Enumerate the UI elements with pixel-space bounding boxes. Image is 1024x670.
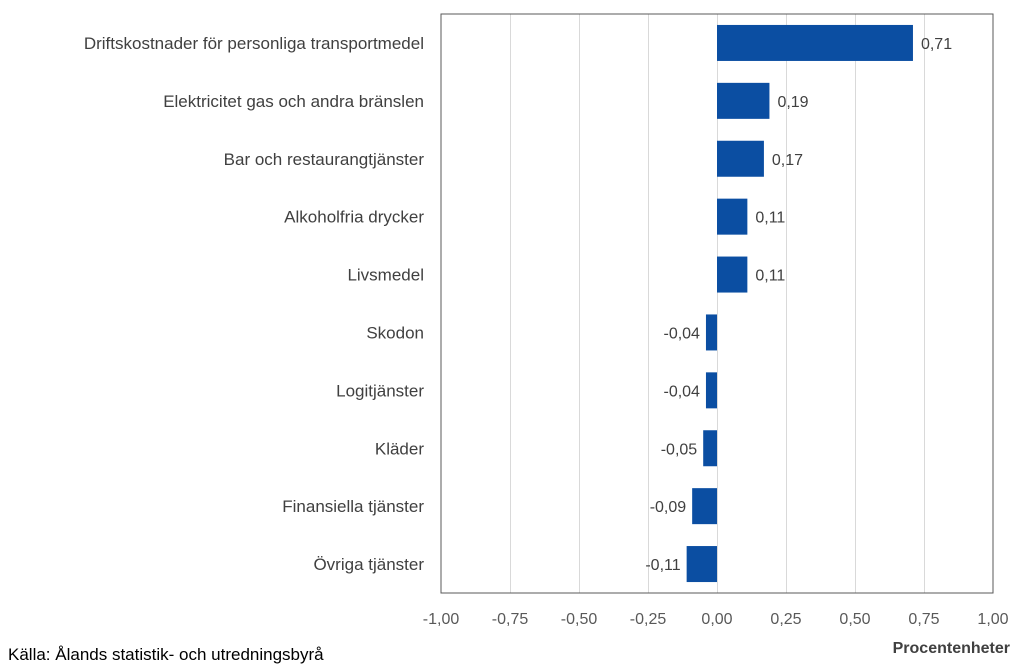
data-label: 0,11 — [755, 268, 785, 285]
source-note: Källa: Ålands statistik- och utredningsb… — [8, 645, 324, 664]
data-label: 0,11 — [755, 210, 785, 227]
category-label: Finansiella tjänster — [282, 497, 424, 516]
chart-svg: 0,71 0,19 0,17 0,11 0,11 -0,04 -0,04 -0,05 -0,09… — [84, 13, 1009, 628]
category-label: Livsmedel — [347, 266, 424, 285]
x-tick-label: -0,75 — [492, 611, 529, 628]
bars — [686, 24, 913, 583]
bar — [717, 82, 770, 119]
data-label: 0,19 — [777, 94, 808, 111]
x-tick-label: -0,25 — [630, 611, 667, 628]
bar — [717, 198, 748, 235]
bar — [686, 546, 717, 583]
category-label: Skodon — [366, 323, 424, 342]
bar — [717, 24, 913, 61]
x-tick-labels: -1,00 -0,75 -0,50 -0,25 0,00 0,25 0,50 0,75 1,00 — [423, 611, 1009, 628]
x-tick-label: 0,75 — [908, 611, 939, 628]
category-label: Alkoholfria drycker — [284, 208, 424, 227]
plot-frame — [440, 13, 994, 594]
data-label: -0,04 — [663, 383, 700, 400]
x-tick-label: -1,00 — [423, 611, 460, 628]
category-label: Logitjänster — [336, 381, 424, 400]
x-tick-label: 0,00 — [701, 611, 732, 628]
x-tick-label: 0,50 — [839, 611, 870, 628]
data-label: 0,71 — [921, 36, 952, 53]
bar — [717, 256, 748, 293]
x-tick-label: -0,50 — [561, 611, 598, 628]
data-label: -0,09 — [650, 499, 687, 516]
x-tick-label: 1,00 — [977, 611, 1008, 628]
bar — [692, 488, 717, 525]
data-labels: 0,71 0,19 0,17 0,11 0,11 -0,04 -0,04 -0,05 -0,09… — [645, 36, 952, 574]
data-label: -0,11 — [645, 557, 680, 574]
bar — [703, 430, 717, 467]
data-label: -0,04 — [663, 325, 700, 342]
category-label: Kläder — [375, 439, 424, 458]
category-label: Bar och restaurangtjänster — [224, 150, 425, 169]
data-label: -0,05 — [661, 441, 698, 458]
x-tick-label: 0,25 — [770, 611, 801, 628]
data-label: 0,17 — [772, 152, 803, 169]
bar — [705, 372, 717, 409]
category-label: Elektricitet gas och andra bränslen — [163, 92, 424, 111]
category-labels: Driftskostnader för personliga transport… — [84, 34, 425, 574]
bar — [705, 314, 717, 351]
category-label: Driftskostnader för personliga transport… — [84, 34, 424, 53]
bar — [717, 140, 764, 177]
x-axis-label: Procentenheter — [892, 640, 1010, 657]
category-label: Övriga tjänster — [313, 555, 424, 574]
